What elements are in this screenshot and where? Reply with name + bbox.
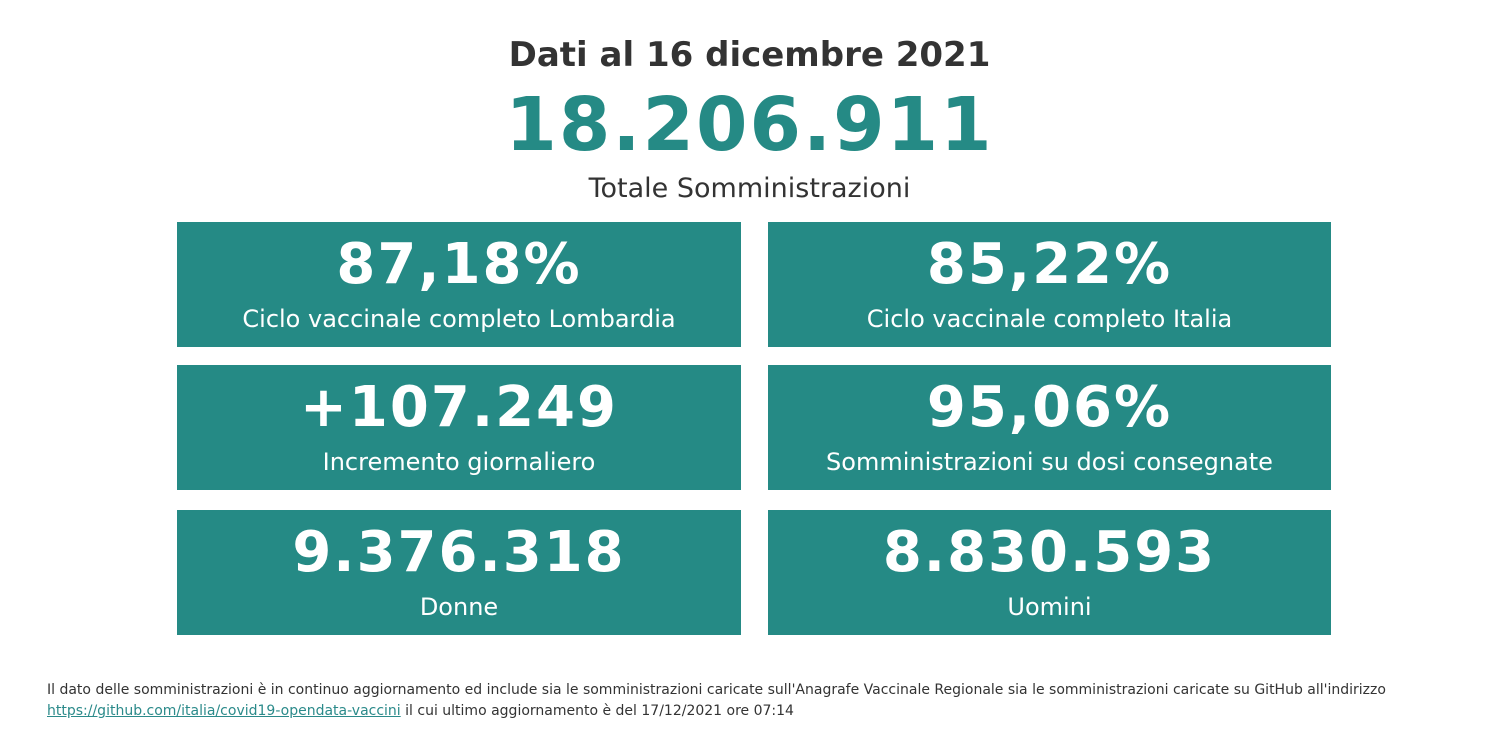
date-title: Dati al 16 dicembre 2021: [508, 35, 991, 75]
tile-women: 9.376.318 Donne: [177, 510, 741, 635]
footer-text-after: il cui ultimo aggiornamento è del 17/12/…: [400, 703, 794, 719]
tile-full-cycle-lombardia: 87,18% Ciclo vaccinale completo Lombardi…: [177, 222, 741, 347]
tile-label: Uomini: [1007, 593, 1092, 621]
tile-men: 8.830.593 Uomini: [768, 510, 1331, 635]
footer-note: Il dato delle somministrazioni è in cont…: [47, 680, 1487, 722]
tile-daily-increment: +107.249 Incremento giornaliero: [177, 365, 741, 490]
tile-administrations-on-delivered-doses: 95,06% Somministrazioni su dosi consegna…: [768, 365, 1331, 490]
tile-label: Somministrazioni su dosi consegnate: [826, 448, 1273, 476]
tile-label: Donne: [419, 593, 499, 621]
tile-value: 85,22%: [926, 232, 1173, 297]
tile-value: 95,06%: [926, 375, 1173, 440]
tile-value: +107.249: [300, 375, 618, 440]
total-administrations-value: 18.206.911: [505, 82, 994, 168]
tile-value: 8.830.593: [882, 520, 1217, 585]
total-administrations-label: Totale Somministrazioni: [588, 173, 911, 204]
tile-label: Ciclo vaccinale completo Lombardia: [242, 305, 676, 333]
github-link[interactable]: https://github.com/italia/covid19-openda…: [47, 703, 401, 719]
tile-label: Ciclo vaccinale completo Italia: [866, 305, 1233, 333]
footer-text-before: Il dato delle somministrazioni è in cont…: [47, 682, 1386, 698]
tile-full-cycle-italia: 85,22% Ciclo vaccinale completo Italia: [768, 222, 1331, 347]
tile-label: Incremento giornaliero: [322, 448, 596, 476]
tile-value: 9.376.318: [292, 520, 626, 585]
tile-value: 87,18%: [336, 232, 582, 297]
